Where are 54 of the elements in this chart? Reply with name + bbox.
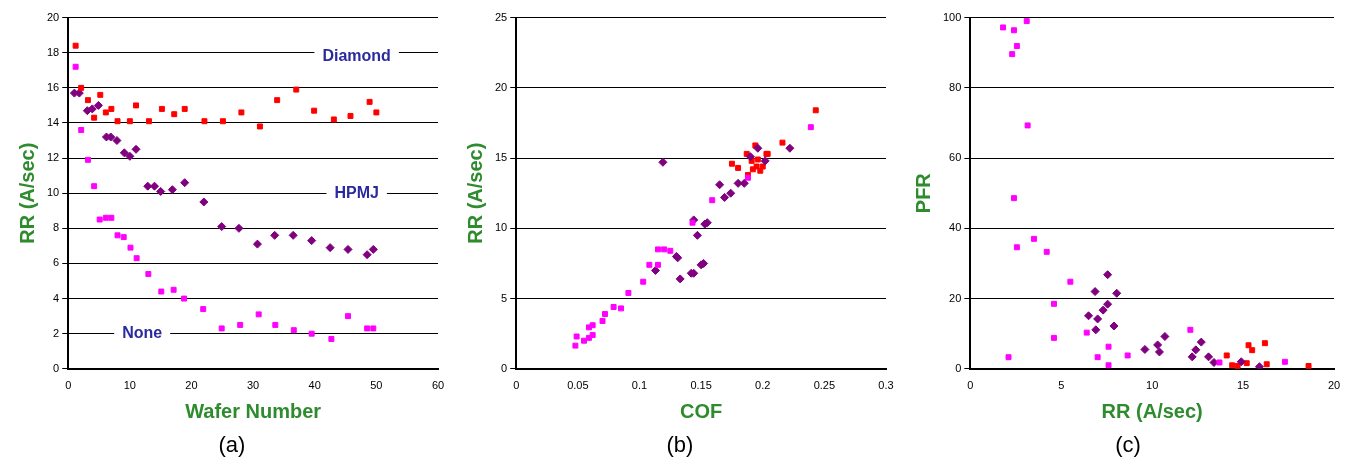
x-axis-title: RR (A/sec) <box>1101 399 1203 422</box>
y-tick-label: 100 <box>942 10 962 23</box>
x-axis-title: COF <box>680 399 723 422</box>
x-tick-label: 0 <box>65 379 72 392</box>
x-tick-label: 60 <box>431 379 445 392</box>
y-tick-label: 12 <box>46 151 60 164</box>
y-tick-label: 15 <box>494 151 508 164</box>
y-tick-label: 5 <box>501 291 508 304</box>
y-axis-title: PFR <box>911 172 934 214</box>
y-tick-label: 20 <box>46 10 60 23</box>
x-tick-label: 0.05 <box>567 379 589 392</box>
y-tick-label: 2 <box>53 326 60 339</box>
y-tick-label: 16 <box>46 80 60 93</box>
y-tick-label: 40 <box>949 221 962 234</box>
y-tick-label: 0 <box>53 361 60 374</box>
x-tick-label: 15 <box>1236 379 1250 392</box>
x-tick-label: 10 <box>1146 379 1159 392</box>
y-tick-label: 0 <box>501 361 508 374</box>
x-tick-label: 10 <box>123 379 136 392</box>
text: (a) <box>218 432 246 458</box>
x-tick-label: 0 <box>513 379 520 392</box>
x-tick-label: 0.3 <box>878 379 894 392</box>
x-tick-label: 5 <box>1058 379 1065 392</box>
y-tick-label: 80 <box>949 80 962 93</box>
text: (b) <box>666 432 694 458</box>
y-axis-title: RR (A/sec) <box>463 142 486 244</box>
y-tick-label: 4 <box>53 291 60 304</box>
series-label: None <box>122 324 163 342</box>
x-tick-label: 20 <box>185 379 198 392</box>
y-tick-label: 18 <box>46 45 60 58</box>
text: Diamond <box>322 46 391 64</box>
x-tick-label: 40 <box>308 379 321 392</box>
x-tick-label: 0 <box>967 379 974 392</box>
x-tick-label: 0.2 <box>755 379 771 392</box>
y-tick-label: 14 <box>46 115 60 128</box>
y-tick-label: 0 <box>955 361 962 374</box>
x-tick-label: 30 <box>246 379 260 392</box>
x-tick-label: 20 <box>1327 379 1341 392</box>
text: (c) <box>1115 432 1141 458</box>
y-tick-label: 25 <box>494 10 508 23</box>
y-tick-label: 8 <box>53 221 60 234</box>
x-axis-title: Wafer Number <box>185 399 322 422</box>
y-tick-label: 10 <box>494 221 508 234</box>
x-tick-label: 0.25 <box>813 379 836 392</box>
x-tick-label: 0.1 <box>631 379 648 392</box>
x-tick-label: 50 <box>370 379 383 392</box>
text: HPMJ <box>334 183 379 201</box>
y-tick-label: 20 <box>494 80 508 93</box>
y-tick-label: 20 <box>949 291 962 304</box>
x-tick-label: 0.15 <box>690 379 712 392</box>
y-tick-label: 10 <box>46 186 60 199</box>
y-tick-label: 60 <box>949 151 962 164</box>
y-tick-label: 6 <box>53 256 60 269</box>
y-axis-title: RR (A/sec) <box>15 142 38 244</box>
